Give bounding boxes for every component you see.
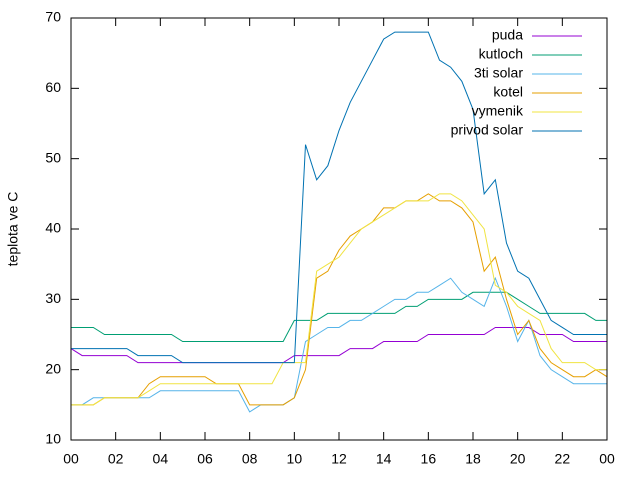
series-line xyxy=(71,193,608,406)
x-tick-label: 22 xyxy=(555,451,571,467)
legend-label: vymenik xyxy=(472,103,524,119)
legend-label: privod solar xyxy=(451,122,524,138)
x-tick-label: 06 xyxy=(197,451,213,467)
series-line xyxy=(71,276,607,413)
x-tick-label: 20 xyxy=(510,451,526,467)
series-line xyxy=(71,31,607,364)
x-tick-label: 04 xyxy=(153,451,169,467)
x-tick-label: 00 xyxy=(599,451,615,467)
y-tick-label: 70 xyxy=(45,9,61,25)
series-line xyxy=(71,193,607,406)
y-tick-label: 40 xyxy=(45,220,61,236)
y-tick-label: 20 xyxy=(45,360,61,376)
y-tick-label: 50 xyxy=(45,149,61,165)
y-tick-label: 30 xyxy=(45,290,61,306)
y-tick-label: 10 xyxy=(45,431,61,447)
series-line xyxy=(71,291,607,343)
series-line xyxy=(70,326,607,364)
x-tick-label: 00 xyxy=(63,451,79,467)
legend-label: kutloch xyxy=(479,46,523,62)
y-axis-label: teplota ve C xyxy=(5,192,21,267)
legend-label: puda xyxy=(492,27,523,43)
x-tick-label: 08 xyxy=(242,451,258,467)
plot-frame xyxy=(70,17,608,441)
x-tick-label: 18 xyxy=(465,451,481,467)
legend-label: kotel xyxy=(493,84,523,100)
x-tick-label: 16 xyxy=(421,451,437,467)
x-tick-label: 02 xyxy=(108,451,124,467)
x-tick-label: 14 xyxy=(376,451,392,467)
x-tick-label: 12 xyxy=(331,451,347,467)
x-tick-label: 10 xyxy=(287,451,303,467)
y-tick-label: 60 xyxy=(45,79,61,95)
legend-label: 3ti solar xyxy=(474,65,523,81)
